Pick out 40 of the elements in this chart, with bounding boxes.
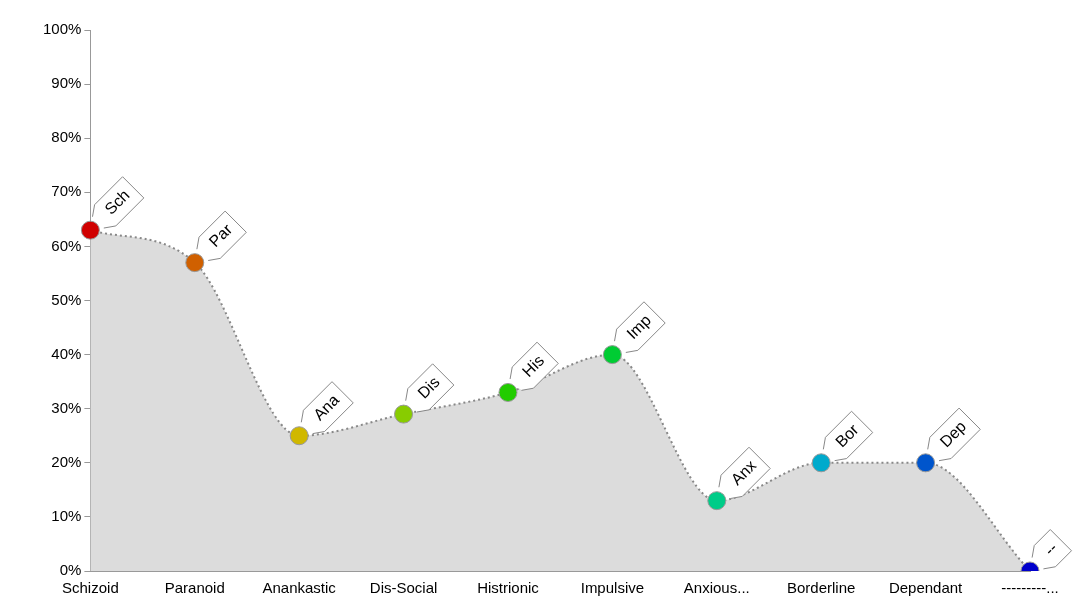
annotation: Imp	[623, 311, 655, 343]
x-tick-label: Schizoid	[62, 579, 119, 597]
y-tick-label: 80%	[51, 128, 82, 146]
x-tick-label: Borderline	[787, 579, 856, 597]
x-tick-label: Anankastic	[262, 579, 337, 597]
point	[394, 404, 414, 424]
annotation: Sch	[101, 186, 133, 218]
point	[289, 426, 309, 446]
y-tick-label: 20%	[51, 452, 82, 470]
x-tick-label: Histrionic	[477, 579, 540, 597]
x-tick-label: Paranoid	[164, 579, 225, 597]
x-tick-label: Dis-Social	[369, 579, 438, 597]
annotation: Bor	[832, 420, 863, 451]
x-tick-label: Anxious...	[683, 579, 750, 597]
point	[498, 382, 518, 402]
y-tick-label: 10%	[51, 507, 82, 525]
point	[707, 491, 727, 511]
x-tick-label: ---------...	[1001, 579, 1059, 597]
point	[80, 220, 100, 240]
y-tick-label: 70%	[51, 182, 82, 200]
annotation: Anx	[727, 456, 760, 489]
x-tick-label: Dependant	[888, 579, 964, 597]
annotation: Dis	[414, 373, 443, 402]
annotation: Ana	[310, 391, 343, 424]
annotation: His	[518, 351, 548, 381]
x-tick-label: Impulsive	[580, 579, 645, 597]
y-tick-label: 100%	[42, 20, 82, 38]
annotation: Par	[205, 220, 236, 251]
annotation: Dep	[936, 417, 970, 451]
point	[602, 345, 622, 365]
y-tick-label: 40%	[51, 344, 82, 362]
y-tick-label: 90%	[51, 74, 82, 92]
point	[811, 453, 831, 473]
point	[916, 453, 936, 473]
y-tick-label: 50%	[51, 290, 82, 308]
point	[185, 253, 205, 273]
y-tick-label: 30%	[51, 398, 82, 416]
annotation: --	[1040, 539, 1061, 559]
y-tick-label: 0%	[59, 561, 82, 579]
y-tick-label: 60%	[51, 236, 82, 254]
